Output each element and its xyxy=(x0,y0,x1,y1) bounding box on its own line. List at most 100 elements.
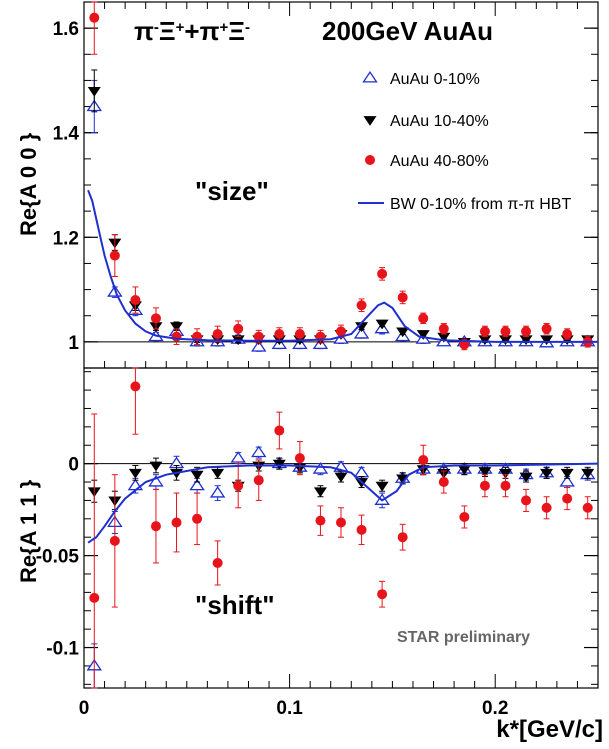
data-point xyxy=(377,268,388,279)
data-point xyxy=(559,475,575,487)
data-point xyxy=(521,495,532,506)
size-annotation: "size" xyxy=(195,176,269,206)
data-point xyxy=(253,475,264,486)
data-point xyxy=(149,461,163,472)
series-auau-40-80- xyxy=(89,367,593,689)
data-point xyxy=(582,502,593,513)
data-point xyxy=(438,477,449,488)
data-point xyxy=(190,470,204,481)
data-point xyxy=(397,532,408,543)
data-point xyxy=(251,340,267,352)
bottom-y-axis-title: Re{A 1 1 } xyxy=(16,479,41,583)
data-point xyxy=(356,300,367,311)
data-point xyxy=(562,329,573,340)
y-tick-label: 1.2 xyxy=(53,228,79,249)
data-point xyxy=(375,319,389,330)
data-point xyxy=(541,502,552,513)
data-point xyxy=(334,472,348,483)
figure-title: π-Ξ++π+Ξ- xyxy=(134,16,250,46)
data-point xyxy=(294,329,305,340)
y-tick-label: -0.05 xyxy=(36,547,80,568)
y-tick-label: 1.4 xyxy=(53,124,80,145)
data-point xyxy=(500,480,511,491)
data-point xyxy=(312,462,329,474)
data-point xyxy=(211,468,225,479)
data-point xyxy=(233,323,244,334)
data-point xyxy=(521,326,532,337)
data-point xyxy=(253,331,264,342)
legend-marker xyxy=(365,155,375,165)
data-point xyxy=(377,589,388,600)
energy-system-label: 200GeV AuAu xyxy=(322,16,493,46)
data-point xyxy=(212,329,223,340)
y-tick-label: -0.1 xyxy=(46,639,79,660)
series-auau-0-10- xyxy=(86,445,596,689)
data-point xyxy=(397,292,408,303)
series-bw-0-10-from-hbt xyxy=(87,189,598,343)
legend: AuAu 0-10% AuAu 10-40% AuAu 40-80% BW 0-10%… xyxy=(358,70,571,213)
fit-curve xyxy=(87,462,599,544)
data-point xyxy=(353,326,370,339)
data-point xyxy=(478,335,492,346)
data-point xyxy=(212,557,223,568)
legend-label: BW 0-10% from π-π HBT xyxy=(390,196,571,213)
plot-frame xyxy=(83,1,599,369)
data-point xyxy=(500,326,511,337)
data-point xyxy=(230,451,246,463)
data-point xyxy=(562,493,573,504)
data-point xyxy=(189,478,205,491)
data-point xyxy=(581,468,595,479)
preliminary-label: STAR preliminary xyxy=(397,629,530,646)
data-point xyxy=(109,250,120,261)
data-point xyxy=(170,322,184,333)
data-point xyxy=(416,330,430,340)
data-point xyxy=(396,327,410,338)
shift-annotation: "shift" xyxy=(195,590,275,620)
legend-label: AuAu 10-40% xyxy=(390,113,489,130)
data-point xyxy=(130,295,141,306)
top-panel: 1 1.2 1.4 1.6 xyxy=(53,1,599,369)
y-tick-label: 1.6 xyxy=(53,19,79,40)
data-point xyxy=(375,481,389,492)
data-point xyxy=(171,517,182,528)
series-auau-40-80- xyxy=(89,1,593,351)
data-point xyxy=(356,524,367,535)
x-tick-label: 0.2 xyxy=(482,698,508,719)
data-point xyxy=(560,468,574,479)
data-point xyxy=(418,313,429,324)
y-tick-label: 0 xyxy=(68,455,79,476)
data-point xyxy=(479,326,490,337)
data-point xyxy=(540,468,554,479)
data-point xyxy=(438,323,449,334)
data-point xyxy=(150,521,161,532)
data-point xyxy=(437,332,451,343)
data-point xyxy=(127,478,144,491)
legend-marker xyxy=(363,116,377,126)
data-point xyxy=(274,329,285,340)
legend-label: AuAu 40-80% xyxy=(390,153,489,170)
data-point xyxy=(148,475,164,487)
data-point xyxy=(498,468,512,479)
series-bw-0-10-from-hbt xyxy=(87,462,599,544)
data-point xyxy=(541,323,552,334)
series-auau-0-10- xyxy=(86,79,596,352)
data-point xyxy=(192,513,203,524)
data-point xyxy=(89,12,100,23)
legend-label: AuAu 0-10% xyxy=(390,71,480,88)
data-point xyxy=(519,335,533,346)
data-point xyxy=(457,465,471,475)
top-y-axis-title: Re{A 0 0 } xyxy=(16,132,41,236)
data-point xyxy=(313,487,327,498)
data-point xyxy=(459,511,470,522)
data-point xyxy=(251,445,267,458)
legend-marker xyxy=(362,70,378,83)
data-point xyxy=(130,381,141,392)
data-point xyxy=(478,467,492,477)
data-point xyxy=(498,335,512,346)
data-point xyxy=(336,517,346,528)
data-point xyxy=(540,335,554,346)
data-point xyxy=(274,425,285,436)
data-point xyxy=(479,480,490,491)
data-point xyxy=(418,454,429,465)
x-tick-label: 0.1 xyxy=(276,698,303,719)
